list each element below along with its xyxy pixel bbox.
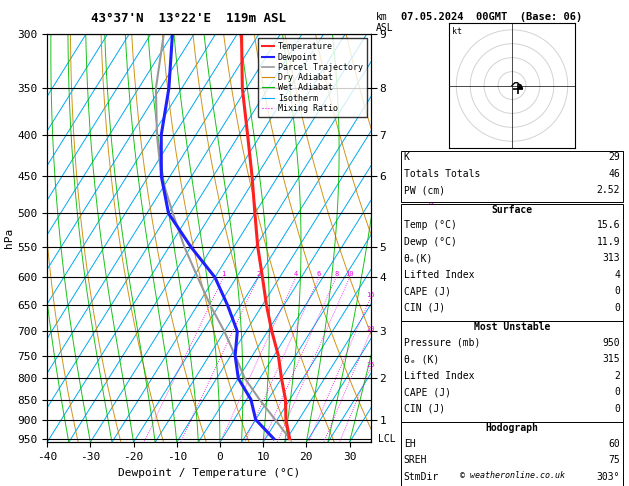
Text: 0: 0: [615, 303, 620, 313]
Text: 303°: 303°: [597, 472, 620, 482]
Text: 20: 20: [367, 326, 375, 331]
Text: 1: 1: [221, 271, 225, 278]
Text: Totals Totals: Totals Totals: [404, 169, 480, 179]
Text: StmDir: StmDir: [404, 472, 439, 482]
Text: CAPE (J): CAPE (J): [404, 286, 451, 296]
Text: 313: 313: [603, 253, 620, 263]
Text: 29: 29: [608, 152, 620, 162]
Text: 950: 950: [603, 338, 620, 348]
Text: 25: 25: [366, 363, 374, 368]
Text: 16: 16: [366, 292, 375, 298]
Text: θₑ(K): θₑ(K): [404, 253, 433, 263]
Text: Most Unstable: Most Unstable: [474, 322, 550, 332]
Text: LCL: LCL: [378, 434, 396, 444]
Text: kt: kt: [452, 27, 462, 36]
Text: 43°37'N  13°22'E  119m ASL: 43°37'N 13°22'E 119m ASL: [91, 12, 286, 25]
Text: 15.6: 15.6: [597, 220, 620, 230]
Text: 4: 4: [615, 270, 620, 280]
Text: 8: 8: [334, 271, 338, 278]
Text: Lifted Index: Lifted Index: [404, 270, 474, 280]
Text: km: km: [376, 12, 387, 22]
Text: CIN (J): CIN (J): [404, 303, 445, 313]
Text: CAPE (J): CAPE (J): [404, 387, 451, 398]
Text: © weatheronline.co.uk: © weatheronline.co.uk: [460, 471, 564, 480]
Y-axis label: Mixing Ratio (g/kg): Mixing Ratio (g/kg): [428, 191, 437, 286]
X-axis label: Dewpoint / Temperature (°C): Dewpoint / Temperature (°C): [118, 468, 300, 478]
Text: Surface: Surface: [491, 205, 533, 215]
Text: EH: EH: [404, 439, 416, 449]
Text: Dewp (°C): Dewp (°C): [404, 237, 457, 247]
Text: 60: 60: [608, 439, 620, 449]
Text: 2: 2: [256, 271, 260, 278]
Legend: Temperature, Dewpoint, Parcel Trajectory, Dry Adiabat, Wet Adiabat, Isotherm, Mi: Temperature, Dewpoint, Parcel Trajectory…: [258, 38, 367, 117]
Text: 4: 4: [294, 271, 298, 278]
Text: 46: 46: [608, 169, 620, 179]
Text: Hodograph: Hodograph: [486, 423, 538, 434]
Text: SREH: SREH: [404, 455, 427, 466]
Text: 2: 2: [615, 371, 620, 381]
Text: 6: 6: [317, 271, 321, 278]
Text: 0: 0: [615, 387, 620, 398]
Y-axis label: hPa: hPa: [4, 228, 14, 248]
Text: 0: 0: [615, 286, 620, 296]
Text: 10: 10: [345, 271, 354, 278]
Text: CIN (J): CIN (J): [404, 404, 445, 414]
Text: PW (cm): PW (cm): [404, 185, 445, 195]
Text: 11.9: 11.9: [597, 237, 620, 247]
Text: 2.52: 2.52: [597, 185, 620, 195]
Text: K: K: [404, 152, 409, 162]
Text: 07.05.2024  00GMT  (Base: 06): 07.05.2024 00GMT (Base: 06): [401, 12, 582, 22]
Text: 75: 75: [608, 455, 620, 466]
Text: Lifted Index: Lifted Index: [404, 371, 474, 381]
Text: 315: 315: [603, 354, 620, 364]
Text: ASL: ASL: [376, 23, 393, 33]
Text: 0: 0: [615, 404, 620, 414]
Text: θₑ (K): θₑ (K): [404, 354, 439, 364]
Text: Temp (°C): Temp (°C): [404, 220, 457, 230]
Text: Pressure (mb): Pressure (mb): [404, 338, 480, 348]
